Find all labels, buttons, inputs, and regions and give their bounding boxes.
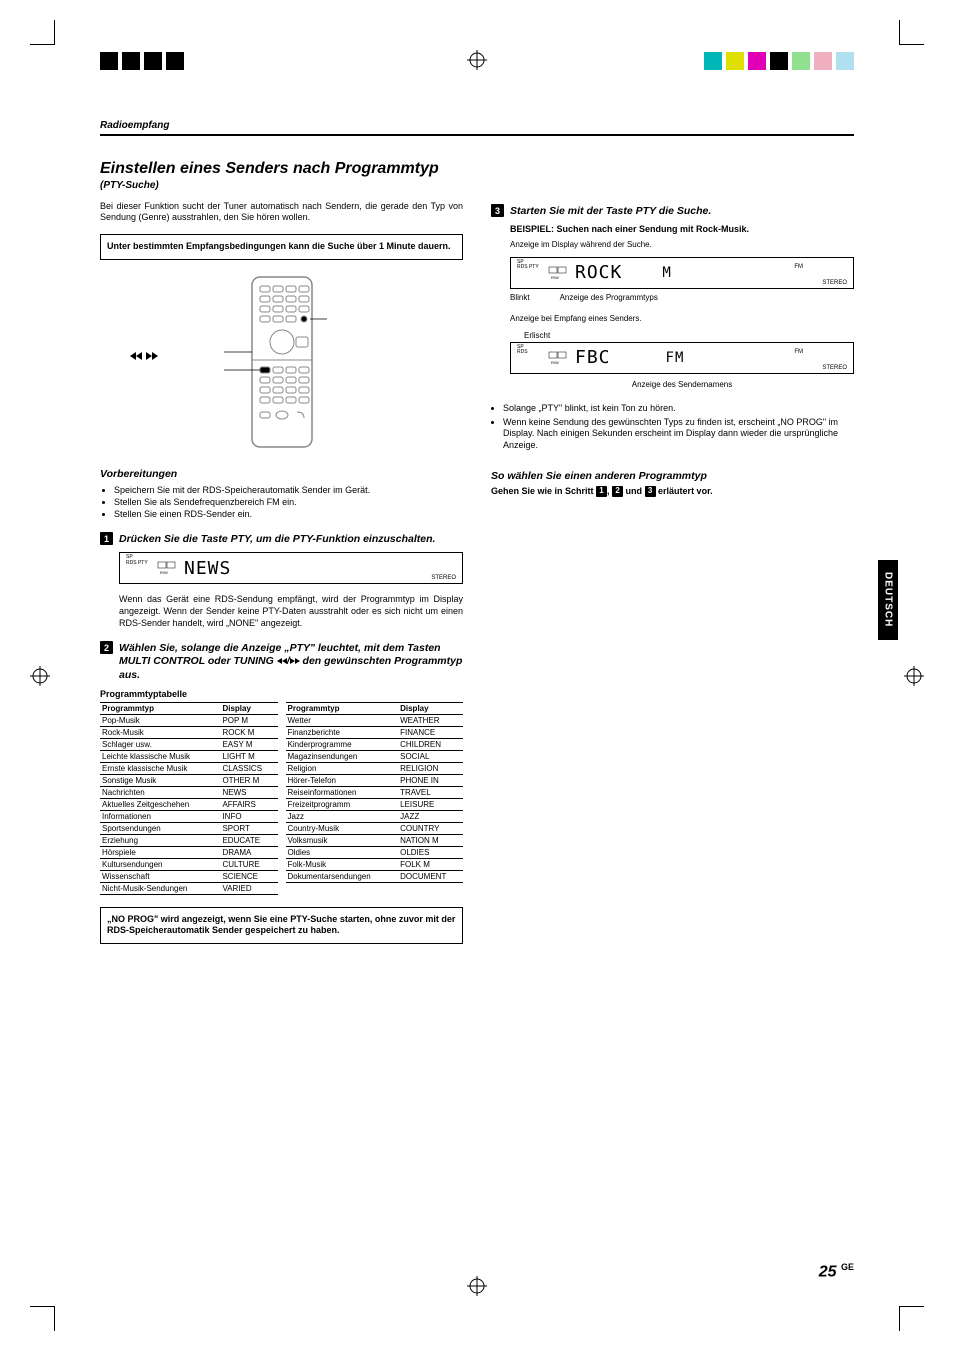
note-box: „NO PROG" wird angezeigt, wenn Sie eine … <box>100 907 463 944</box>
table-row: WissenschaftSCIENCE <box>100 870 278 882</box>
table-row: WetterWEATHER <box>286 714 464 726</box>
instruction: Gehen Sie wie in Schritt 1, 2 und 3 erlä… <box>491 486 854 498</box>
list-item: Wenn keine Sendung des gewünschten Typs … <box>503 417 854 452</box>
label: Blinkt <box>510 293 530 302</box>
table-row: InformationenINFO <box>100 810 278 822</box>
note-box: Unter bestimmten Empfangsbedingungen kan… <box>100 234 463 260</box>
registration-color-bar <box>704 52 854 70</box>
step-title: Drücken Sie die Taste PTY, um die PTY-Fu… <box>119 533 435 547</box>
table-header: Programmtyp <box>286 702 399 714</box>
table-row: DokumentarsendungenDOCUMENT <box>286 870 464 882</box>
prep-heading: Vorbereitungen <box>100 468 463 480</box>
table-header: Display <box>398 702 463 714</box>
step-number-icon: 3 <box>491 204 504 217</box>
lcd-display: SPRDS PTY R/W ROCK M FM STEREO <box>510 257 854 289</box>
table-row: Folk-MusikFOLK M <box>286 858 464 870</box>
intro-paragraph: Bei dieser Funktion sucht der Tuner auto… <box>100 201 463 224</box>
table-row: Pop-MusikPOP M <box>100 714 278 726</box>
lcd-display: SPRDS R/W FBC FM FM STEREO <box>510 342 854 374</box>
caption: Anzeige im Display während der Suche. <box>510 240 854 249</box>
divider <box>100 134 854 136</box>
crop-mark <box>899 20 924 45</box>
step-title: Starten Sie mit der Taste PTY die Suche. <box>510 205 711 219</box>
table-header: Display <box>220 702 277 714</box>
step-paragraph: Wenn das Gerät eine RDS-Sendung empfängt… <box>119 594 463 629</box>
page-number: 25 GE <box>819 1262 854 1281</box>
registration-cross-icon <box>30 666 50 686</box>
table-row: Leichte klassische MusikLIGHT M <box>100 750 278 762</box>
table-title: Programmtyptabelle <box>100 689 463 699</box>
section-label: Radioempfang <box>100 120 854 131</box>
page-title: Einstellen eines Senders nach Programmty… <box>100 160 463 178</box>
table-row: SportsendungenSPORT <box>100 822 278 834</box>
crop-mark <box>899 1306 924 1331</box>
table-row: JazzJAZZ <box>286 810 464 822</box>
label: Anzeige des Programmtyps <box>560 293 658 302</box>
svg-text:R/W: R/W <box>551 360 559 365</box>
lcd-text: ROCK <box>575 262 622 283</box>
crop-mark <box>30 1306 55 1331</box>
table-row: Rock-MusikROCK M <box>100 726 278 738</box>
svg-text:R/W: R/W <box>551 275 559 280</box>
step-number-icon: 1 <box>100 532 113 545</box>
right-column: 3 Starten Sie mit der Taste PTY die Such… <box>491 160 854 956</box>
registration-black-bar <box>100 52 184 70</box>
caption: Anzeige bei Empfang eines Senders. <box>510 314 854 323</box>
crop-mark <box>30 20 55 45</box>
table-row: KultursendungenCULTURE <box>100 858 278 870</box>
table-row: Nicht-Musik-SendungenVARIED <box>100 882 278 894</box>
step-number-icon: 2 <box>100 641 113 654</box>
table-row: FreizeitprogrammLEISURE <box>286 798 464 810</box>
registration-cross-icon <box>904 666 924 686</box>
notes-list: Solange „PTY" blinkt, ist kein Ton zu hö… <box>503 403 854 452</box>
lcd-fm: FM <box>794 264 803 270</box>
table-header: Programmtyp <box>100 702 220 714</box>
lcd-stereo: STEREO <box>431 575 456 581</box>
lcd-text: NEWS <box>184 558 231 579</box>
lcd-text: M <box>662 265 671 281</box>
lcd-stereo: STEREO <box>822 280 847 286</box>
table-row: Schlager usw.EASY M <box>100 738 278 750</box>
registration-cross-icon <box>467 50 487 70</box>
table-row: ReligionRELIGION <box>286 762 464 774</box>
table-row: MagazinsendungenSOCIAL <box>286 750 464 762</box>
table-row: FinanzberichteFINANCE <box>286 726 464 738</box>
registration-cross-icon <box>467 1276 487 1296</box>
lcd-fm: FM <box>794 349 803 355</box>
lcd-stereo: STEREO <box>822 365 847 371</box>
table-row: KinderprogrammeCHILDREN <box>286 738 464 750</box>
lcd-text: FM <box>666 350 685 366</box>
list-item: Solange „PTY" blinkt, ist kein Ton zu hö… <box>503 403 854 415</box>
table-row: Country-MusikCOUNTRY <box>286 822 464 834</box>
table-row: Ernste klassische MusikCLASSICS <box>100 762 278 774</box>
lcd-text: FBC <box>575 347 611 368</box>
list-item: Stellen Sie als Sendefrequenzbereich FM … <box>114 496 463 508</box>
table-row: HörspieleDRAMA <box>100 846 278 858</box>
remote-button-label <box>130 352 158 362</box>
list-item: Speichern Sie mit der RDS-Speicherautoma… <box>114 484 463 496</box>
table-row: Hörer-TelefonPHONE IN <box>286 774 464 786</box>
lcd-display: SPRDS PTY R/W NEWS STEREO <box>119 552 463 584</box>
table-row: ErziehungEDUCATE <box>100 834 278 846</box>
table-row: ReiseinformationenTRAVEL <box>286 786 464 798</box>
list-item: Stellen Sie einen RDS-Sender ein. <box>114 508 463 520</box>
example-heading: BEISPIEL: Suchen nach einer Sendung mit … <box>510 224 854 236</box>
subsection-heading: So wählen Sie einen anderen Programmtyp <box>491 470 854 482</box>
prep-list: Speichern Sie mit der RDS-Speicherautoma… <box>114 484 463 520</box>
label: Anzeige des Sendernamens <box>510 380 854 389</box>
table-row: Aktuelles ZeitgeschehenAFFAIRS <box>100 798 278 810</box>
remote-control-icon <box>202 272 362 452</box>
pty-table-left: Programmtyp Display Pop-MusikPOP MRock-M… <box>100 702 278 895</box>
table-row: Sonstige MusikOTHER M <box>100 774 278 786</box>
pty-table-right: Programmtyp Display WetterWEATHERFinanzb… <box>286 702 464 883</box>
svg-text:R/W: R/W <box>160 570 168 575</box>
page-subtitle: (PTY-Suche) <box>100 180 463 191</box>
table-row: NachrichtenNEWS <box>100 786 278 798</box>
language-tab: DEUTSCH <box>878 560 898 640</box>
table-row: VolksmusikNATION M <box>286 834 464 846</box>
label: Erlischt <box>524 331 854 340</box>
table-row: OldiesOLDIES <box>286 846 464 858</box>
step-title: Wählen Sie, solange die Anzeige „PTY" le… <box>119 642 463 683</box>
left-column: Einstellen eines Senders nach Programmty… <box>100 160 463 956</box>
